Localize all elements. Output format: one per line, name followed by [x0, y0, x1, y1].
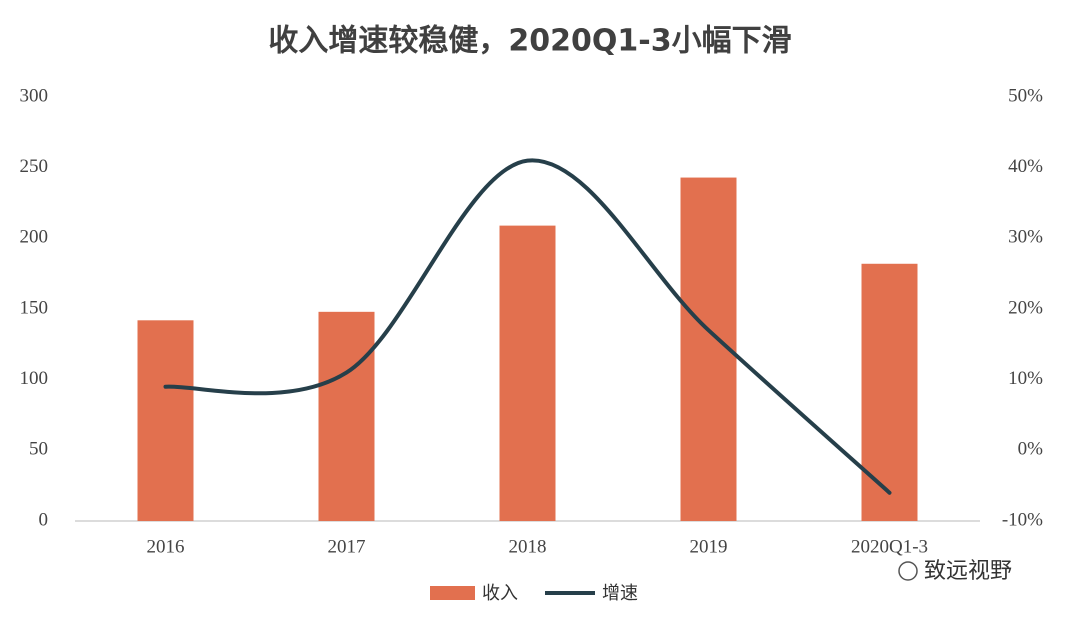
x-tick-label: 2018 [509, 536, 547, 557]
watermark-text: 致远视野 [924, 559, 1012, 584]
y-tick-label: 50 [29, 439, 48, 460]
y2-tick-label: 50% [1008, 85, 1043, 106]
y-tick-label: 300 [20, 85, 49, 106]
y2-tick-label: 0% [1018, 439, 1044, 460]
y2-tick-label: 20% [1008, 297, 1043, 318]
y-tick-label: 250 [20, 156, 49, 177]
watermark: 致远视野 [898, 559, 1012, 584]
watermark-icon [898, 561, 918, 581]
y2-tick-label: 10% [1008, 368, 1043, 389]
bar [861, 263, 918, 521]
chart-title: 收入增速较稳健，2020Q1-3小幅下滑 [268, 24, 791, 59]
line [163, 158, 892, 495]
legend-label: 增速 [602, 583, 638, 604]
x-tick-label: 2019 [690, 536, 728, 557]
y2-tick-label: 40% [1008, 156, 1043, 177]
legend-label: 收入 [482, 583, 518, 604]
y-tick-label: 150 [20, 297, 49, 318]
legend-swatch [430, 586, 475, 600]
bar [137, 320, 194, 521]
x-tick-label: 2016 [147, 536, 185, 557]
x-tick-label: 2020Q1-3 [851, 536, 928, 557]
y-tick-label: 100 [20, 368, 49, 389]
y2-tick-label: 30% [1008, 227, 1043, 248]
y-tick-label: 200 [20, 227, 49, 248]
x-tick-label: 2017 [328, 536, 366, 557]
y-tick-label: 0 [39, 509, 49, 530]
y2-tick-label: -10% [1002, 509, 1043, 530]
bar [499, 225, 556, 521]
bar [318, 311, 375, 521]
